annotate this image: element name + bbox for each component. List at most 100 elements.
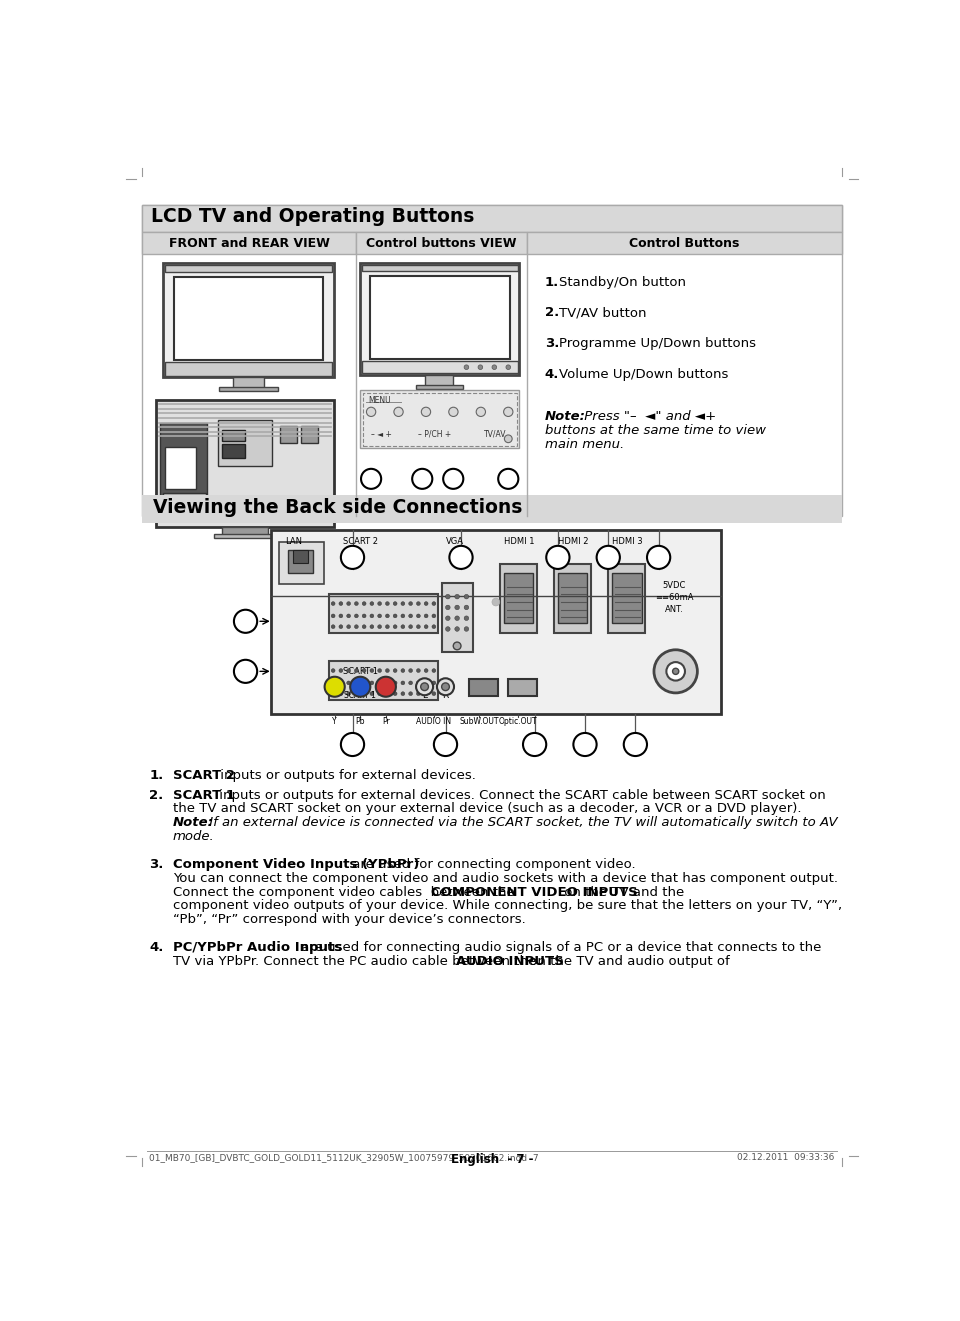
Circle shape	[401, 614, 405, 618]
Text: Standby/On button: Standby/On button	[559, 276, 685, 288]
Circle shape	[341, 546, 364, 569]
Bar	[218, 497, 230, 519]
Bar	[416, 384, 463, 388]
Bar	[609, 564, 645, 633]
Circle shape	[347, 680, 350, 684]
Circle shape	[624, 733, 647, 756]
Circle shape	[347, 614, 350, 618]
Circle shape	[362, 680, 366, 684]
Bar	[165, 362, 332, 375]
Text: 8: 8	[655, 551, 663, 564]
Circle shape	[394, 601, 397, 605]
Bar	[500, 564, 537, 633]
Text: inputs or outputs for external devices.: inputs or outputs for external devices.	[216, 769, 476, 782]
Bar	[329, 662, 438, 700]
Text: Control Buttons: Control Buttons	[630, 236, 740, 250]
Bar	[165, 446, 196, 489]
Circle shape	[409, 692, 413, 696]
Text: Note:: Note:	[544, 411, 586, 423]
Bar	[329, 594, 438, 633]
Circle shape	[417, 601, 420, 605]
Circle shape	[331, 625, 335, 629]
Bar	[163, 263, 334, 378]
Circle shape	[445, 594, 450, 598]
Bar	[370, 276, 510, 359]
Circle shape	[445, 616, 450, 621]
Text: 4: 4	[367, 473, 375, 485]
Bar	[362, 264, 517, 271]
Text: HDMI 1: HDMI 1	[504, 536, 535, 546]
Bar	[295, 497, 307, 519]
Text: L: L	[422, 691, 427, 700]
Circle shape	[394, 625, 397, 629]
Text: 10: 10	[549, 551, 566, 564]
Text: If an external device is connected via the SCART socket, the TV will automatical: If an external device is connected via t…	[205, 816, 838, 830]
Circle shape	[350, 676, 371, 696]
Circle shape	[361, 469, 381, 489]
Text: component video outputs of your device. While connecting, be sure that the lette: component video outputs of your device. …	[173, 900, 842, 913]
Circle shape	[523, 733, 546, 756]
Bar	[276, 497, 288, 519]
Circle shape	[234, 659, 257, 683]
Circle shape	[394, 692, 397, 696]
Circle shape	[464, 594, 468, 598]
Text: FRONT and REAR VIEW: FRONT and REAR VIEW	[169, 236, 329, 250]
Bar	[142, 206, 842, 232]
Circle shape	[573, 733, 596, 756]
Text: are used for connecting audio signals of a PC or a device that connects to the: are used for connecting audio signals of…	[297, 941, 821, 954]
Circle shape	[339, 680, 343, 684]
Bar	[362, 361, 517, 374]
Circle shape	[478, 365, 483, 370]
Circle shape	[367, 407, 375, 416]
Text: 12: 12	[344, 551, 361, 564]
Circle shape	[449, 546, 472, 569]
Circle shape	[442, 683, 449, 691]
Bar	[222, 444, 245, 458]
Bar	[508, 679, 537, 696]
Text: buttons at the same time to view: buttons at the same time to view	[544, 424, 766, 437]
Bar	[301, 425, 319, 443]
Circle shape	[498, 469, 518, 489]
Bar	[222, 527, 268, 535]
Circle shape	[654, 650, 697, 694]
Text: Programme Up/Down buttons: Programme Up/Down buttons	[559, 337, 756, 350]
Text: LAN: LAN	[285, 536, 302, 546]
Circle shape	[424, 668, 428, 672]
Circle shape	[504, 407, 513, 416]
Circle shape	[377, 625, 381, 629]
Text: VGA: VGA	[445, 536, 464, 546]
Circle shape	[424, 601, 428, 605]
Circle shape	[385, 601, 390, 605]
Bar	[279, 425, 297, 443]
Text: Note:: Note:	[173, 816, 213, 830]
Text: 2.: 2.	[544, 306, 559, 320]
Circle shape	[394, 614, 397, 618]
Text: 11: 11	[452, 551, 469, 564]
Text: Component Video Inputs (YPbPr): Component Video Inputs (YPbPr)	[173, 857, 420, 871]
Circle shape	[409, 668, 413, 672]
Circle shape	[339, 601, 343, 605]
Text: are used for connecting component video.: are used for connecting component video.	[348, 857, 636, 871]
Text: Press "–  ◄" and ◄+: Press "– ◄" and ◄+	[580, 411, 716, 423]
Text: – ◄ +: – ◄ +	[372, 429, 392, 439]
Circle shape	[362, 692, 366, 696]
Circle shape	[354, 680, 358, 684]
Bar	[142, 206, 842, 515]
Text: 3: 3	[348, 738, 357, 752]
Circle shape	[385, 625, 390, 629]
Text: 1.: 1.	[544, 276, 559, 288]
Bar	[527, 232, 842, 254]
Bar	[165, 264, 332, 272]
Text: English  - 7 -: English - 7 -	[451, 1153, 533, 1166]
Bar	[360, 263, 519, 375]
Text: 5VDC
≡≡60mA
ANT.: 5VDC ≡≡60mA ANT.	[655, 581, 693, 613]
Circle shape	[464, 626, 468, 631]
Bar	[142, 232, 356, 254]
Bar	[256, 497, 269, 519]
Circle shape	[377, 614, 381, 618]
Circle shape	[432, 625, 436, 629]
Circle shape	[354, 668, 358, 672]
Circle shape	[324, 676, 345, 696]
Text: HDMI 3: HDMI 3	[612, 536, 643, 546]
Bar	[425, 375, 453, 386]
